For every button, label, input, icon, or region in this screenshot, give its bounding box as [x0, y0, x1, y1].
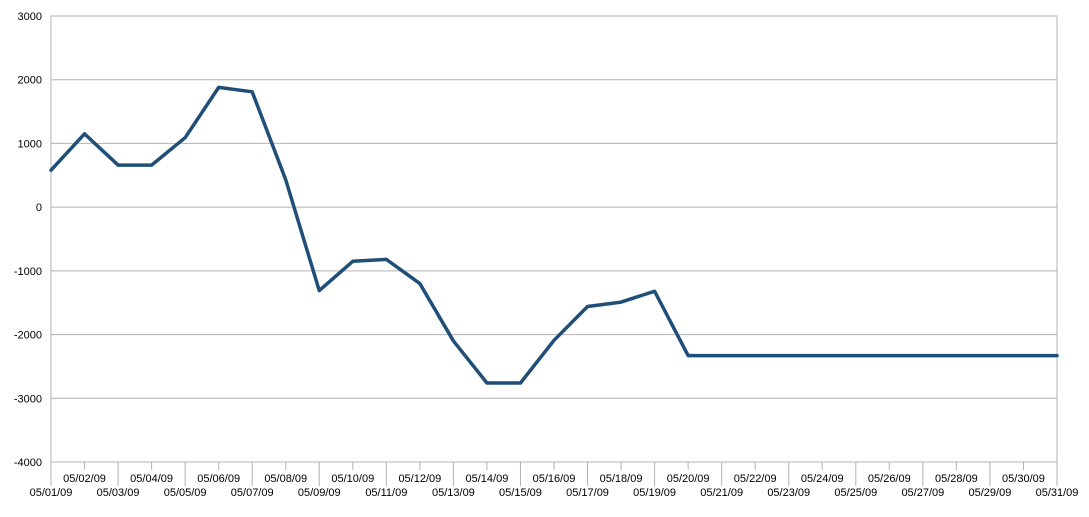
x-tick-label: 05/03/09 [97, 487, 140, 499]
x-tick-label: 05/09/09 [298, 487, 341, 499]
data-point [921, 354, 925, 357]
data-point [955, 354, 958, 357]
x-axis-ticks [50, 462, 1058, 486]
data-point [821, 354, 824, 357]
x-tick-label: 05/14/09 [466, 473, 509, 485]
x-tick-label: 05/21/09 [700, 487, 743, 499]
y-tick-label: -1000 [14, 266, 42, 278]
data-point [83, 132, 86, 136]
y-tick-label: 0 [36, 202, 42, 214]
x-tick-label: 05/11/09 [365, 487, 407, 499]
data-point [720, 354, 723, 357]
x-tick-label: 05/31/09 [1036, 487, 1079, 499]
data-point [318, 289, 321, 292]
y-tick-label: 2000 [18, 75, 42, 87]
data-point [116, 163, 120, 167]
x-tick-label: 05/28/09 [935, 473, 978, 485]
x-axis-labels: 05/01/09 05/02/09 05/03/09 05/04/09 05/05/09… [30, 473, 1079, 499]
data-point [754, 354, 757, 357]
x-tick-label: 05/04/09 [130, 473, 173, 485]
gridlines [51, 15, 1057, 463]
x-tick-label: 05/06/09 [197, 473, 240, 485]
data-point [183, 136, 187, 139]
data-point [519, 381, 522, 385]
plot-area [50, 15, 1058, 463]
data-point [1022, 354, 1025, 357]
data-point [653, 290, 656, 293]
x-tick-label: 05/15/09 [499, 487, 542, 499]
data-point [619, 300, 623, 304]
y-tick-label: -3000 [14, 393, 42, 405]
data-point [251, 90, 254, 94]
x-tick-label: 05/17/09 [566, 487, 609, 499]
data-point [452, 339, 455, 343]
data-point [552, 339, 556, 342]
data-point [988, 354, 992, 357]
y-tick-label: -2000 [14, 330, 42, 342]
data-point [888, 354, 891, 357]
x-tick-label: 05/27/09 [901, 487, 944, 499]
x-tick-label: 05/25/09 [834, 487, 877, 499]
data-point [686, 354, 690, 357]
x-tick-label: 05/24/09 [801, 473, 844, 485]
x-tick-label: 05/16/09 [533, 473, 576, 485]
data-point [586, 305, 589, 308]
y-tick-label: 1000 [18, 138, 42, 150]
data-point [150, 163, 153, 167]
data-point [854, 354, 857, 357]
x-tick-label: 05/23/09 [767, 487, 810, 499]
series-layer [49, 85, 1059, 385]
x-tick-label: 05/02/09 [63, 473, 106, 485]
data-point [1055, 354, 1059, 357]
x-tick-label: 05/22/09 [734, 473, 777, 485]
x-tick-label: 05/20/09 [667, 473, 710, 485]
data-point [284, 178, 287, 181]
y-axis-labels: 3000 2000 1000 0 -1000 -2000 -3000 -4000 [14, 11, 42, 469]
x-tick-label: 05/07/09 [231, 487, 274, 499]
x-tick-label: 05/13/09 [432, 487, 475, 499]
data-point [787, 354, 790, 357]
y-tick-label: 3000 [18, 11, 42, 23]
x-tick-label: 05/05/09 [164, 487, 207, 499]
data-point [485, 381, 489, 385]
data-point [49, 168, 53, 172]
data-point [385, 258, 388, 261]
data-point [418, 282, 422, 285]
x-tick-label: 05/10/09 [331, 473, 374, 485]
x-tick-label: 05/26/09 [868, 473, 911, 485]
x-tick-label: 05/08/09 [264, 473, 307, 485]
x-tick-label: 05/19/09 [633, 487, 676, 499]
x-tick-label: 05/29/09 [969, 487, 1012, 499]
data-point [217, 86, 220, 89]
x-tick-label: 05/18/09 [600, 473, 643, 485]
x-tick-label: 05/12/09 [398, 473, 441, 485]
data-point [351, 260, 354, 263]
y-tick-label: -4000 [14, 457, 42, 469]
x-tick-label: 05/01/09 [30, 487, 73, 499]
x-tick-label: 05/30/09 [1002, 473, 1045, 485]
